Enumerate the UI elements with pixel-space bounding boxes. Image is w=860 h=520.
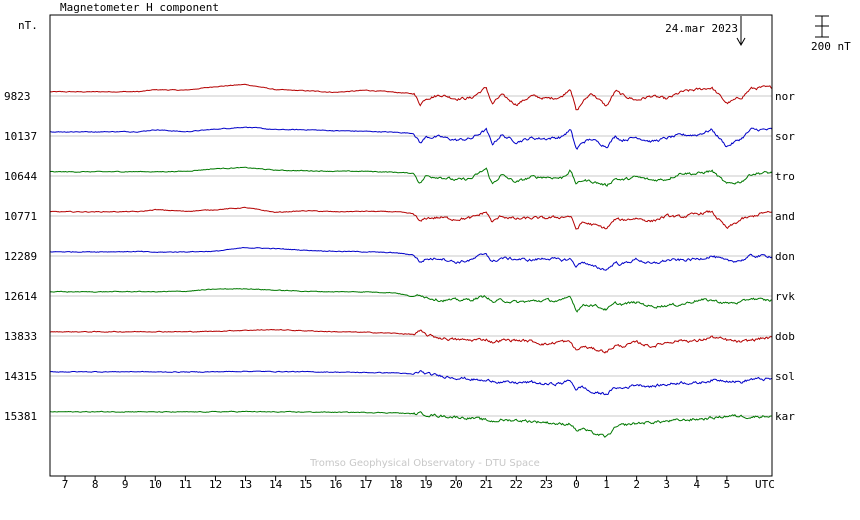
x-tick-label: 12: [209, 478, 222, 491]
station-label-sol: sol: [775, 370, 795, 383]
trace-don: [49, 246, 773, 271]
scale-bar: [815, 15, 829, 38]
station-label-kar: kar: [775, 410, 795, 423]
x-tick-label: 22: [510, 478, 523, 491]
station-labels: nor sor tro and don rvk dob sol kar: [775, 90, 795, 423]
baseline-label-don: 12289: [4, 250, 37, 263]
x-tick-label: 19: [419, 478, 432, 491]
chart-title: Magnetometer H component: [60, 1, 219, 14]
trace-rvk: [49, 288, 772, 313]
x-tick-label: 7: [62, 478, 69, 491]
watermark: Tromso Geophysical Observatory - DTU Spa…: [309, 458, 540, 469]
x-tick-label: 1: [603, 478, 610, 491]
x-tick-label: 5: [724, 478, 731, 491]
baseline-label-dob: 13833: [4, 330, 37, 343]
baseline-label-kar: 15381: [4, 410, 37, 423]
station-label-and: and: [775, 210, 795, 223]
station-label-dob: dob: [775, 330, 795, 343]
x-tick-label: 17: [359, 478, 372, 491]
date-label: 24.mar 2023: [665, 22, 738, 35]
x-tick-label: 2: [633, 478, 640, 491]
trace-and: [49, 206, 773, 230]
baseline-label-tro: 10644: [4, 170, 37, 183]
y-axis-label: nT.: [18, 19, 38, 32]
x-unit-label: UTC: [755, 478, 775, 491]
x-tick-label: 16: [329, 478, 342, 491]
x-tick-label: 10: [149, 478, 162, 491]
baseline-label-nor: 9823: [4, 90, 31, 103]
trace-tro: [49, 166, 773, 187]
baseline-labels: 9823 10137 10644 10771 12289 12614 13833 14315 1…: [4, 90, 37, 423]
x-tick-label: 23: [540, 478, 553, 491]
x-tick-label: 0: [573, 478, 580, 491]
trace-sor: [50, 126, 773, 151]
trace-dob: [49, 328, 773, 354]
x-tick-label: 9: [122, 478, 129, 491]
trace-sol: [49, 370, 773, 396]
x-tick-label: 15: [299, 478, 312, 491]
x-tick-label: 8: [92, 478, 99, 491]
x-tick-label: 18: [389, 478, 402, 491]
baseline-label-sol: 14315: [4, 370, 37, 383]
x-tick-label: 11: [179, 478, 192, 491]
x-tick-label: 20: [450, 478, 463, 491]
scale-label: 200 nT: [811, 40, 851, 53]
x-tick-label: 3: [663, 478, 670, 491]
baseline-label-sor: 10137: [4, 130, 37, 143]
x-tick-label: 21: [480, 478, 493, 491]
x-tick-label: 14: [269, 478, 283, 491]
baseline-label-rvk: 12614: [4, 290, 37, 303]
trace-kar: [49, 410, 772, 438]
station-label-tro: tro: [775, 170, 795, 183]
x-tick-label: 4: [693, 478, 700, 491]
plot-frame: [49, 14, 773, 477]
date-marker-arrow: [736, 16, 746, 47]
station-label-don: don: [775, 250, 795, 263]
x-tick-label: 13: [239, 478, 252, 491]
station-label-rvk: rvk: [775, 290, 795, 303]
station-label-nor: nor: [775, 90, 795, 103]
baseline-label-and: 10771: [4, 210, 37, 223]
trace-nor: [49, 83, 773, 111]
traces: [49, 83, 773, 438]
station-label-sor: sor: [775, 130, 795, 143]
x-axis: 7 8 9 10 11 12 13 14 15 16 17 18 19 20 21 22 23 0 1 2 3 4 5: [62, 476, 730, 491]
